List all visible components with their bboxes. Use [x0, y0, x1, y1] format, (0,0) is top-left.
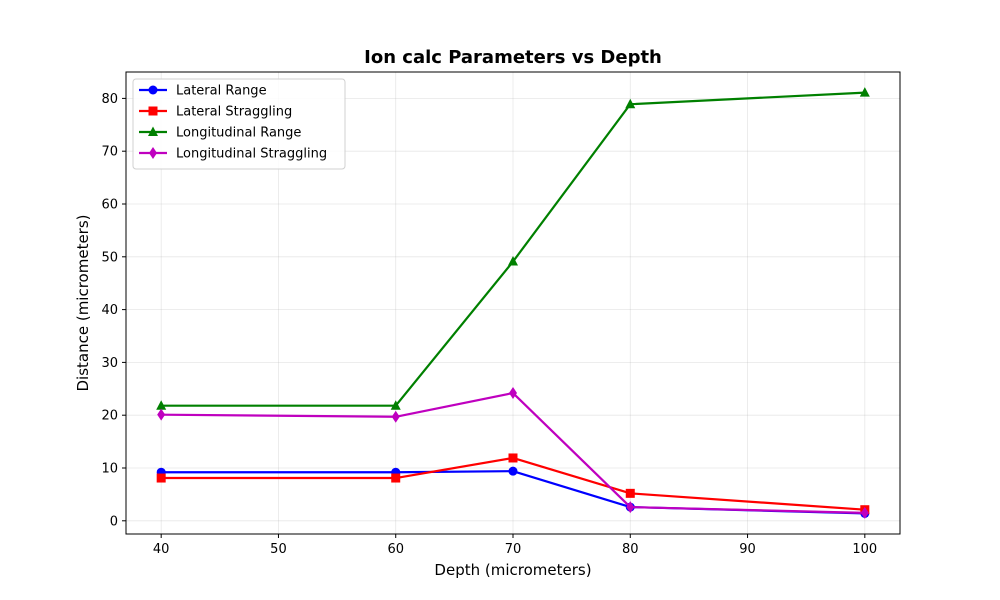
legend: Lateral Range Lateral Straggling Longitudi… — [132, 78, 346, 170]
legend-item: Lateral Range — [139, 84, 267, 99]
axis-ticks: 40 50 60 70 80 90 100 0 10 20 30 40 50 60 70 80 — [101, 92, 877, 557]
legend-marker — [149, 147, 157, 159]
data-point — [157, 408, 166, 421]
data-point — [391, 410, 400, 423]
data-point — [156, 400, 167, 410]
x-axis-label: Depth (micrometers) — [434, 561, 591, 579]
legend-label: Lateral Straggling — [176, 105, 292, 120]
legend-item: Longitudinal Range — [139, 126, 301, 141]
y-tick-label: 20 — [101, 409, 118, 424]
grid — [126, 72, 900, 534]
y-tick-label: 0 — [110, 514, 118, 529]
legend-label: Lateral Range — [176, 84, 267, 99]
y-tick-label: 60 — [101, 198, 118, 213]
legend-item: Lateral Straggling — [139, 105, 292, 120]
legend-marker — [148, 85, 158, 95]
data-point — [626, 501, 635, 514]
x-tick-label: 60 — [387, 542, 404, 557]
chart-title: Ion calc Parameters vs Depth — [364, 47, 662, 68]
data-point — [390, 400, 401, 410]
legend-label: Longitudinal Straggling — [176, 147, 327, 162]
y-tick-label: 40 — [101, 303, 118, 318]
x-tick-label: 70 — [505, 542, 522, 557]
data-point — [625, 488, 635, 498]
series-longitudinal-straggling — [157, 387, 869, 519]
legend-marker — [148, 106, 158, 116]
y-axis-label: Distance (micrometers) — [74, 214, 92, 391]
y-tick-label: 10 — [101, 462, 118, 477]
x-tick-label: 80 — [622, 542, 639, 557]
legend-label: Longitudinal Range — [176, 126, 301, 141]
legend-marker — [148, 126, 158, 136]
data-point — [508, 466, 518, 476]
series-longitudinal-range — [156, 87, 870, 410]
data-point — [508, 256, 518, 266]
data-point — [860, 506, 869, 519]
x-tick-label: 90 — [739, 542, 756, 557]
y-tick-label: 50 — [101, 250, 118, 265]
y-tick-label: 30 — [101, 356, 118, 371]
x-tick-label: 50 — [270, 542, 287, 557]
x-tick-label: 100 — [852, 542, 877, 557]
data-point — [859, 87, 870, 97]
y-tick-label: 70 — [101, 145, 118, 160]
data-point — [509, 387, 517, 400]
x-tick-label: 40 — [153, 542, 170, 557]
series — [156, 87, 870, 519]
data-point — [156, 473, 166, 483]
data-point — [508, 453, 518, 463]
data-point — [625, 98, 636, 109]
y-tick-label: 80 — [101, 92, 118, 107]
legend-box — [132, 78, 346, 170]
legend-item: Longitudinal Straggling — [139, 147, 327, 162]
data-point — [391, 473, 401, 483]
